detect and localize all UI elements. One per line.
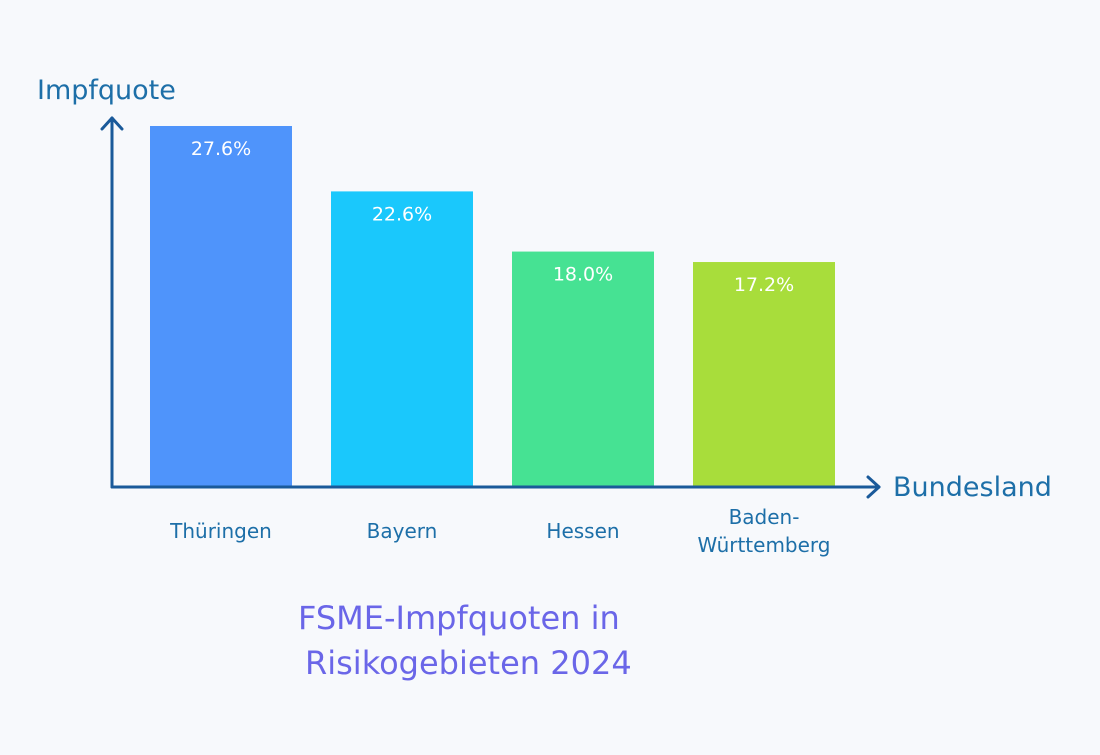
x-axis-arrow-icon [866,475,881,499]
chart-title: FSME-Impfquoten in Risikogebieten 2024 [298,599,632,682]
bars-layer [150,126,835,487]
category-label: Hessen [546,519,619,543]
bar-value-label: 27.6% [191,138,251,160]
category-label: Bayern [367,519,438,543]
bar-value-label: 22.6% [372,203,432,225]
bar-value-label: 18.0% [553,264,613,286]
y-axis-arrow-icon [100,116,124,131]
category-label: Thüringen [169,519,272,543]
axes-layer [100,116,881,499]
y-axis-title: Impfquote [37,75,176,106]
category-labels: Thüringen Bayern Hessen Baden-Württemberg [169,505,830,557]
value-labels-layer: 27.6% 22.6% 18.0% 17.2% [191,138,794,296]
bar [693,262,835,487]
bar [150,126,292,487]
x-axis-title: Bundesland [893,472,1052,503]
bar-value-label: 17.2% [734,274,794,296]
category-label: Baden-Württemberg [698,505,831,557]
bar [512,251,654,487]
bar [331,191,473,487]
